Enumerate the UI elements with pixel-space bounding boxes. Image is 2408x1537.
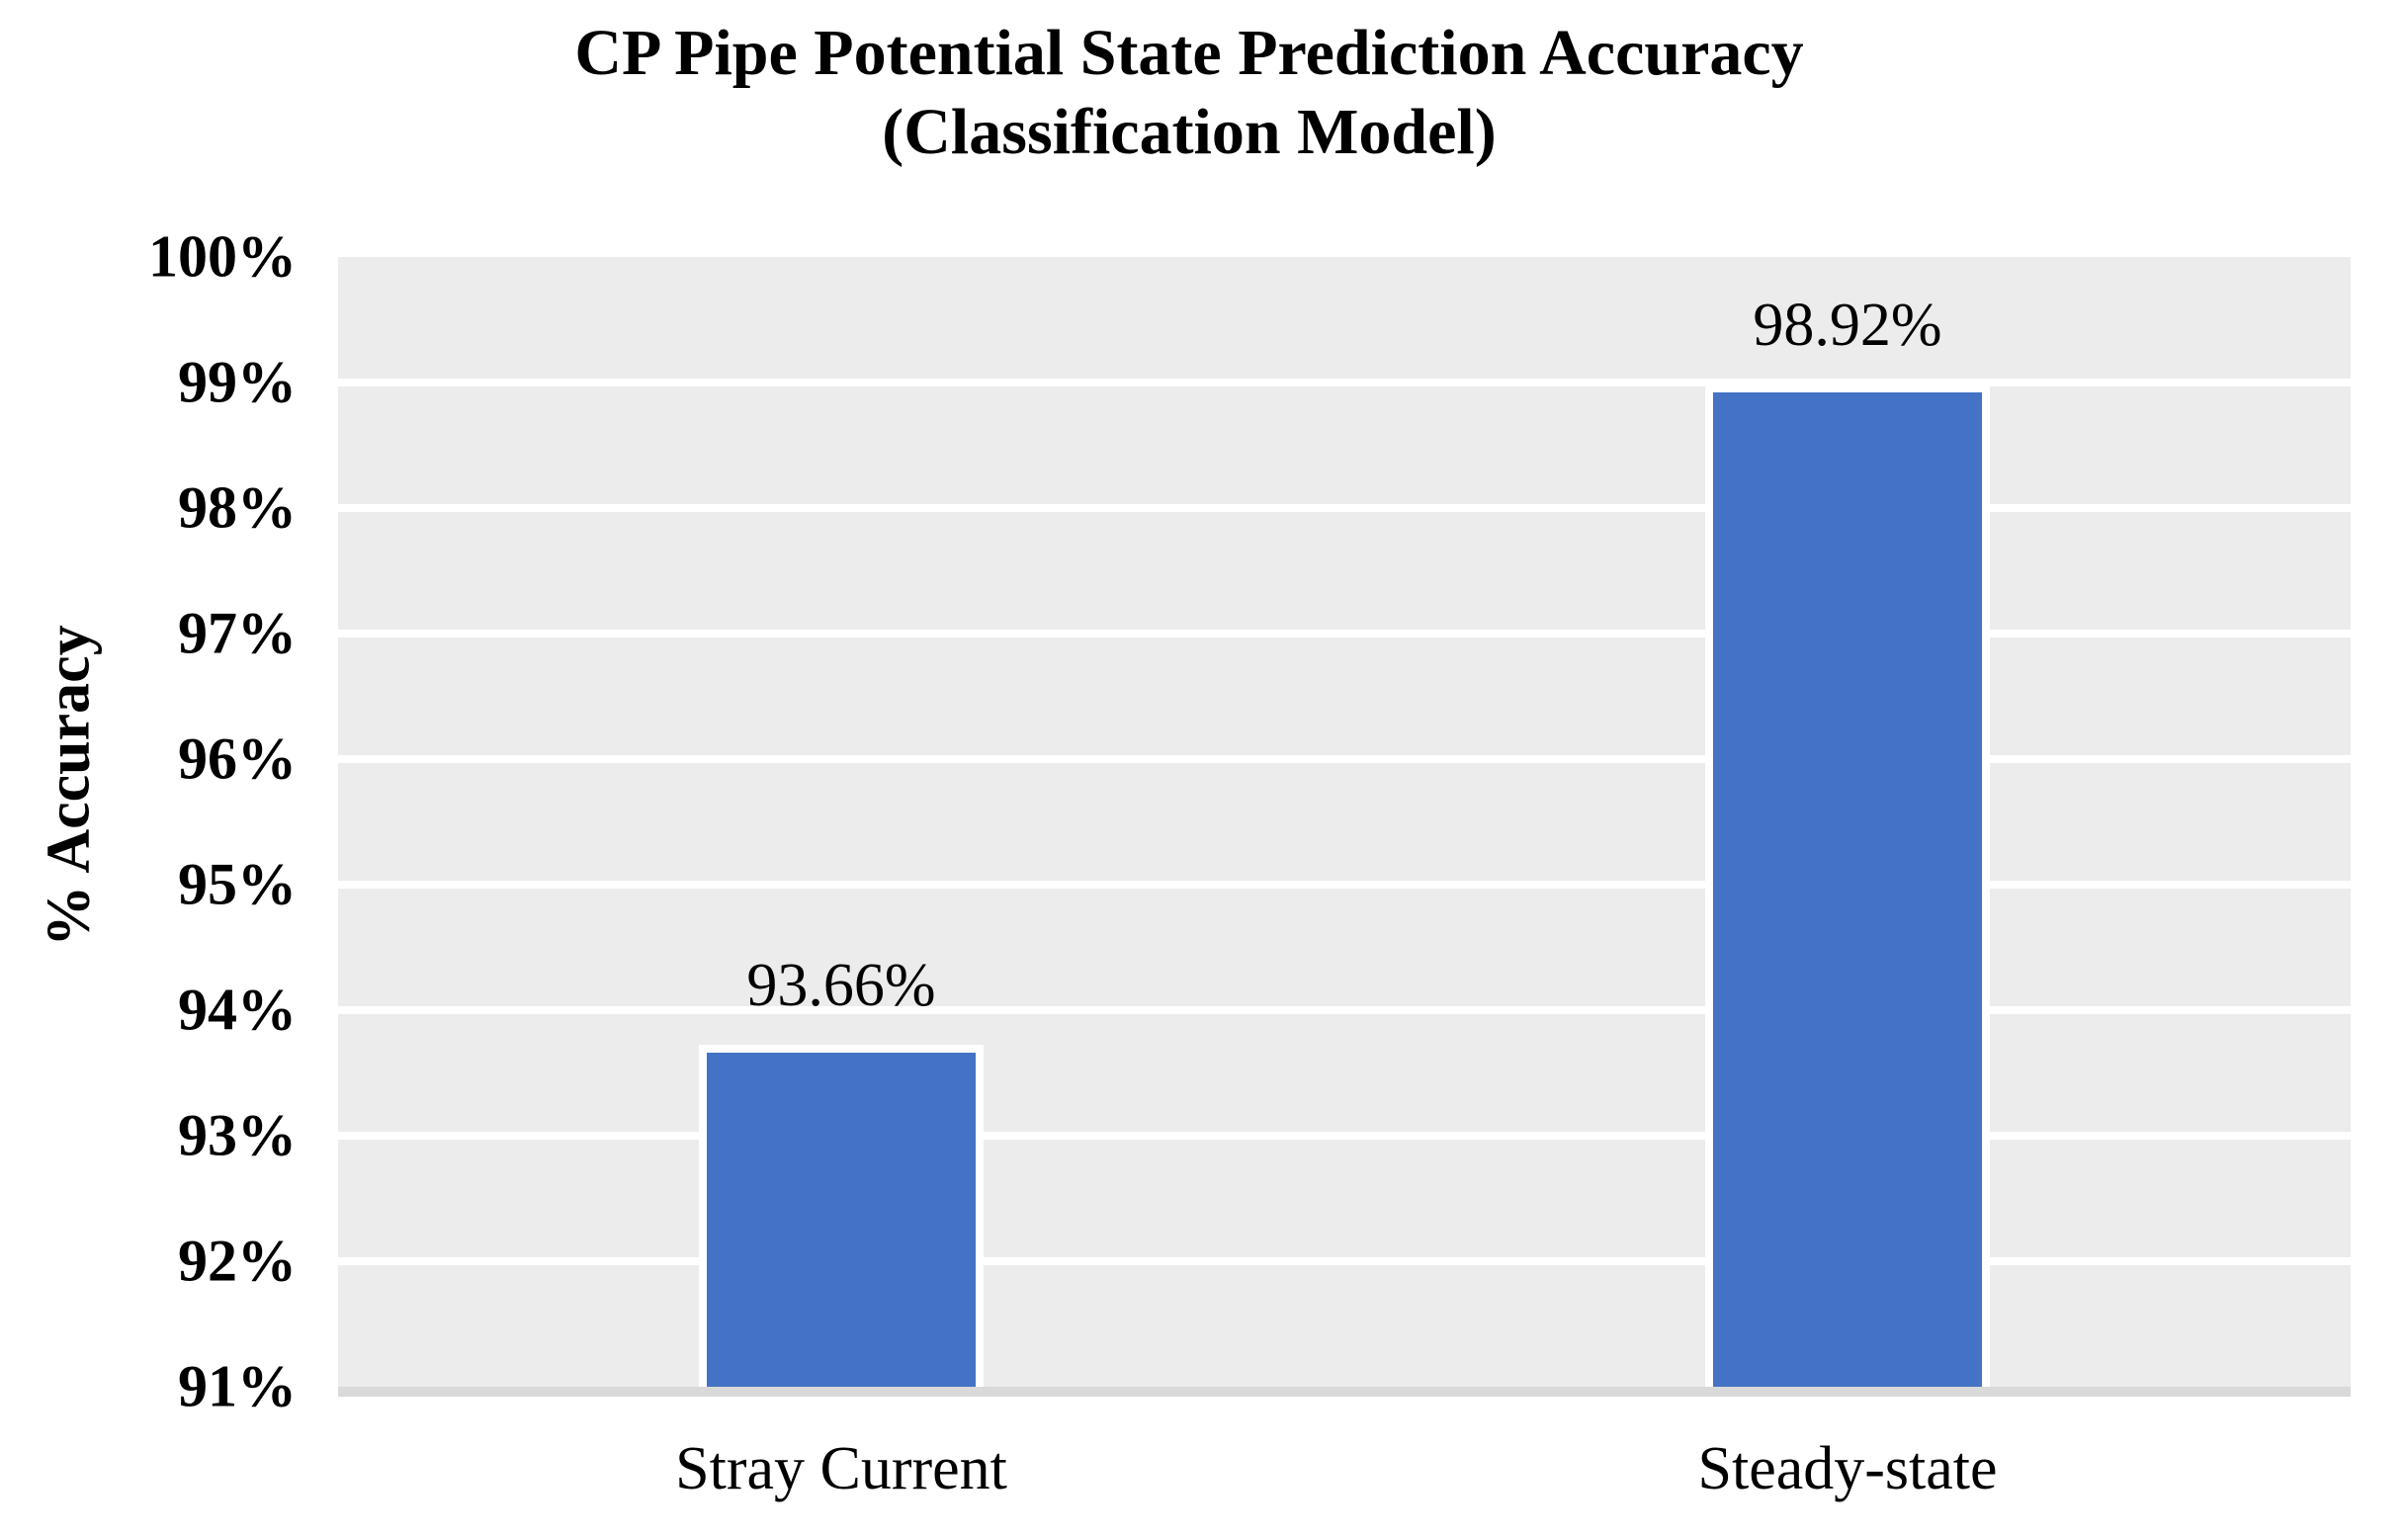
plot-area: 93.66% 98.92%	[338, 257, 2351, 1387]
bar-stray-current	[699, 1045, 984, 1387]
x-axis-category-labels: Stray Current Steady-state	[338, 1397, 2351, 1525]
gridline-98	[338, 504, 2351, 512]
data-label-stray-current: 93.66%	[746, 952, 936, 1020]
gridline-93	[338, 1132, 2351, 1140]
gridline-95	[338, 881, 2351, 889]
y-tick-91: 91%	[178, 1353, 297, 1419]
y-tick-98: 98%	[178, 474, 297, 541]
bar-steady-state	[1705, 384, 1990, 1387]
x-axis-line	[338, 1387, 2351, 1397]
x-label-stray-current: Stray Current	[675, 1435, 1007, 1502]
y-tick-92: 92%	[178, 1228, 297, 1294]
gridline-97	[338, 630, 2351, 638]
y-axis-tick-labels: 100% 99% 98% 97% 96% 95% 94% 93% 92% 91%	[0, 224, 297, 1419]
data-label-steady-state: 98.92%	[1753, 292, 1942, 360]
y-tick-93: 93%	[178, 1102, 297, 1168]
y-tick-97: 97%	[178, 600, 297, 666]
gridline-99	[338, 379, 2351, 386]
y-tick-99: 99%	[178, 349, 297, 415]
gridline-94	[338, 1006, 2351, 1014]
chart-title: CP Pipe Potential State Prediction Accur…	[0, 14, 2378, 172]
x-label-steady-state: Steady-state	[1697, 1435, 1998, 1502]
y-tick-95: 95%	[178, 851, 297, 917]
chart-title-line-2: (Classification Model)	[882, 96, 1497, 168]
chart-title-line-1: CP Pipe Potential State Prediction Accur…	[574, 17, 1804, 89]
y-tick-96: 96%	[178, 726, 297, 792]
gridline-96	[338, 755, 2351, 763]
gridline-92	[338, 1257, 2351, 1265]
y-tick-94: 94%	[178, 977, 297, 1043]
y-tick-100: 100%	[148, 223, 297, 290]
